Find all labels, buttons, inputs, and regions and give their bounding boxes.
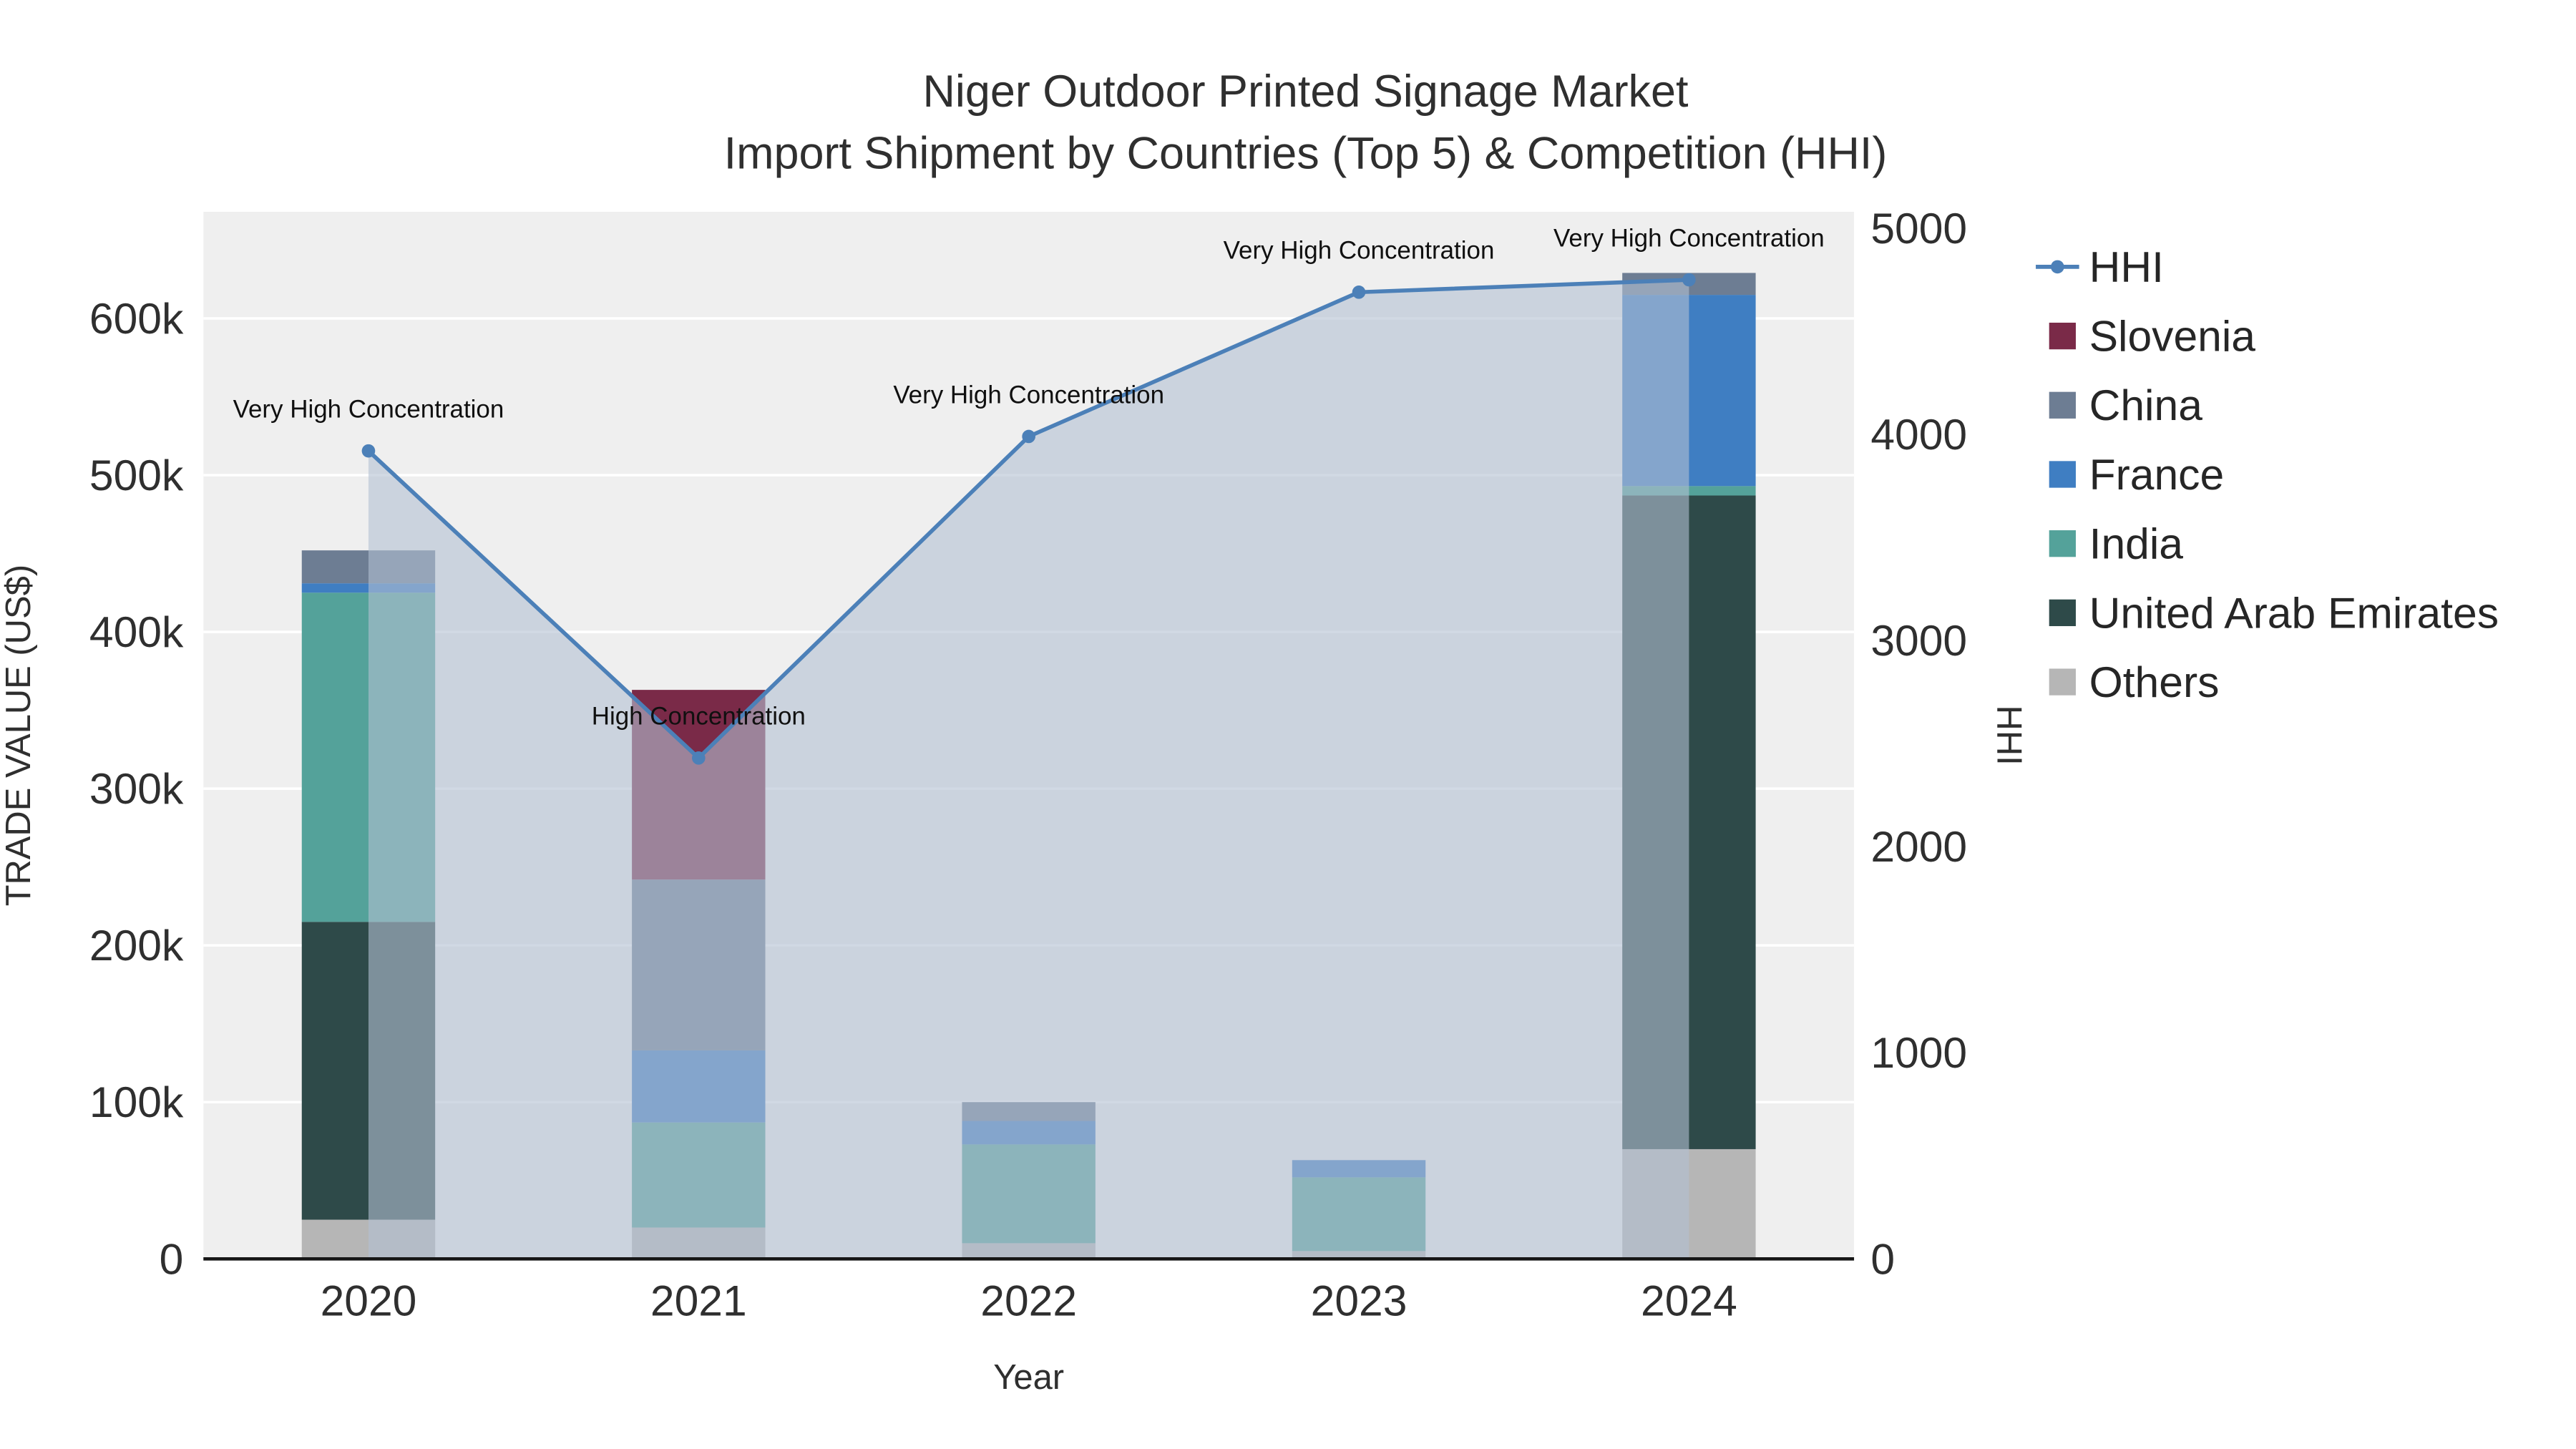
legend-label: HHI: [2089, 243, 2164, 291]
legend-swatch: [2049, 668, 2076, 696]
annotation-2023: Very High Concentration: [1224, 237, 1495, 265]
plot-layer: Very High Concentration High Concentratio…: [89, 204, 1967, 1325]
x-axis-title: Year: [993, 1358, 1064, 1397]
annotation-2022: Very High Concentration: [893, 381, 1164, 409]
legend-label: Others: [2089, 658, 2220, 706]
y-tick-left-400k: 400k: [89, 608, 184, 656]
legend-swatch: [2049, 461, 2076, 488]
legend-label: United Arab Emirates: [2089, 588, 2499, 637]
x-tick-2020: 2020: [321, 1277, 417, 1325]
x-tick-2024: 2024: [1641, 1277, 1737, 1325]
y-tick-right-4000: 4000: [1870, 410, 1967, 459]
y-tick-left-600k: 600k: [89, 294, 184, 343]
legend-label: France: [2089, 450, 2225, 499]
x-tick-2022: 2022: [980, 1277, 1077, 1325]
legend-label: Slovenia: [2089, 312, 2256, 361]
legend-label: China: [2089, 381, 2203, 429]
hhi-point-2020: [361, 444, 376, 458]
legend-item-india[interactable]: India: [2049, 519, 2184, 568]
y-tick-left-300k: 300k: [89, 764, 184, 813]
legend-item-france[interactable]: France: [2049, 450, 2224, 499]
annotation-2021: High Concentration: [592, 703, 806, 731]
y-tick-right-3000: 3000: [1870, 616, 1967, 665]
legend-item-slovenia[interactable]: Slovenia: [2049, 312, 2256, 361]
y-tick-left-200k: 200k: [89, 921, 184, 970]
legend-item-others[interactable]: Others: [2049, 658, 2220, 706]
hhi-point-2024: [1682, 273, 1696, 287]
x-tick-2021: 2021: [650, 1277, 747, 1325]
legend-line-marker: [2051, 260, 2064, 274]
legend-item-hhi[interactable]: HHI: [2036, 243, 2164, 291]
legend-swatch: [2049, 391, 2076, 419]
legend-item-united-arab-emirates[interactable]: United Arab Emirates: [2049, 588, 2499, 637]
annotation-2024: Very High Concentration: [1553, 224, 1825, 252]
hhi-point-2022: [1022, 429, 1035, 444]
y-tick-left-0: 0: [160, 1234, 184, 1283]
legend: HHI Slovenia China France India United Arab E…: [2036, 243, 2499, 706]
hhi-point-2021: [691, 751, 706, 765]
hhi-point-2023: [1352, 286, 1366, 299]
x-tick-2023: 2023: [1311, 1277, 1407, 1325]
y-tick-right-2000: 2000: [1870, 822, 1967, 871]
legend-label: India: [2089, 519, 2184, 568]
chart-subtitle: Import Shipment by Countries (Top 5) & C…: [724, 128, 1888, 178]
y-tick-right-0: 0: [1870, 1234, 1895, 1283]
legend-swatch: [2049, 530, 2076, 557]
y-tick-left-100k: 100k: [89, 1078, 184, 1126]
y-tick-left-500k: 500k: [89, 451, 184, 499]
legend-swatch: [2049, 599, 2076, 627]
y-axis-title-right: HHI: [1989, 706, 2028, 766]
hhi-area: [368, 280, 1689, 1259]
annotation-2020: Very High Concentration: [233, 396, 504, 424]
legend-item-china[interactable]: China: [2049, 381, 2203, 429]
legend-swatch: [2049, 322, 2076, 350]
y-axis-title-left: TRADE VALUE (US$): [0, 565, 38, 907]
y-tick-right-1000: 1000: [1870, 1028, 1967, 1077]
y-tick-right-5000: 5000: [1870, 204, 1967, 253]
chart-title: Niger Outdoor Printed Signage Market: [922, 67, 1688, 117]
